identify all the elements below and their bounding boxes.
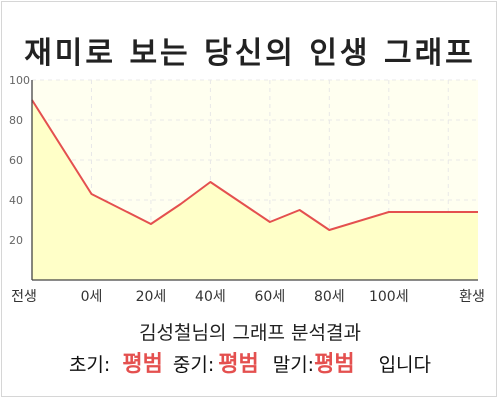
analysis-result-line: 초기: 평범 중기: 평범 말기:평범 입니다 xyxy=(0,346,500,378)
page-title: 재미로 보는 당신의 인생 그래프 xyxy=(24,36,476,71)
y-tick-label: 40 xyxy=(9,194,23,207)
life-graph-chart: 100 80 60 40 20 전생 0세 20세 40세 60세 80세 100세 환생 xyxy=(9,74,485,305)
x-tick-label: 40세 xyxy=(195,289,226,305)
x-tick-label: 0세 xyxy=(81,289,103,305)
early-label: 초기: xyxy=(68,354,111,376)
x-tick-label: 80세 xyxy=(314,289,345,305)
analysis-caption: 김성철님의 그래프 분석결과 xyxy=(139,322,361,344)
y-tick-labels: 100 80 60 40 20 xyxy=(9,74,30,247)
x-tick-labels: 전생 0세 20세 40세 60세 80세 100세 환생 xyxy=(11,289,485,305)
y-tick-label: 100 xyxy=(9,74,30,87)
area-fill xyxy=(32,100,478,280)
late-label: 말기: xyxy=(272,354,315,376)
y-tick-label: 20 xyxy=(9,234,23,247)
axes xyxy=(31,80,478,281)
suffix-text: 입니다 xyxy=(378,354,432,376)
x-tick-label: 20세 xyxy=(136,289,167,305)
series-line xyxy=(31,99,478,231)
y-tick-label: 60 xyxy=(9,154,23,167)
late-value: 평범 xyxy=(314,352,355,377)
x-tick-label: 전생 xyxy=(11,289,37,305)
middle-value: 평범 xyxy=(218,352,259,377)
x-tick-label: 60세 xyxy=(255,289,286,305)
early-value: 평범 xyxy=(122,352,163,377)
middle-label: 중기: xyxy=(172,354,215,376)
x-tick-label: 100세 xyxy=(369,289,409,305)
x-tick-label: 환생 xyxy=(459,289,485,305)
y-tick-label: 80 xyxy=(9,114,23,127)
